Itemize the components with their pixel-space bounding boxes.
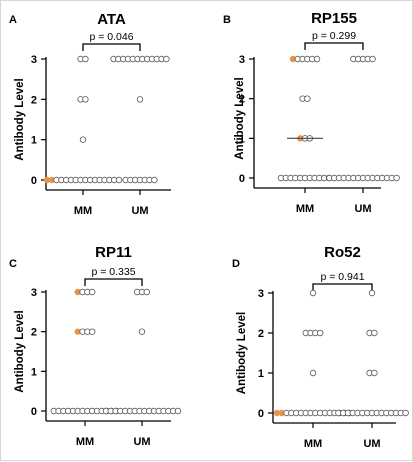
p-value-label: p = 0.299 xyxy=(312,30,356,42)
data-point xyxy=(143,288,150,296)
significance-bracket xyxy=(82,43,141,51)
chart-title: ATA xyxy=(97,11,126,28)
data-point xyxy=(138,328,146,335)
chart-title: Ro52 xyxy=(324,244,361,261)
data-point xyxy=(313,55,321,63)
panel-letter: D xyxy=(232,258,240,270)
data-point xyxy=(371,369,378,377)
data-point xyxy=(163,55,170,63)
y-axis-label: Antibody Level xyxy=(14,310,26,392)
y-tick-label: 1 xyxy=(31,366,37,378)
x-tick-label: UM xyxy=(363,438,380,450)
data-point xyxy=(304,95,311,102)
x-tick-label: MM xyxy=(296,203,314,215)
data-point xyxy=(309,289,317,297)
y-tick-label: 2 xyxy=(239,94,245,106)
x-tick-label: UM xyxy=(133,436,150,448)
panel-B: B RP155 Antibody Level 0 1 2 3 MM UM p = 0.299 xyxy=(223,10,400,215)
data-point xyxy=(369,55,376,63)
data-point xyxy=(115,176,123,184)
data-point xyxy=(402,409,409,417)
x-tick-label: UM xyxy=(354,203,371,215)
y-tick-label: 2 xyxy=(258,328,264,340)
data-point xyxy=(393,174,400,182)
data-point xyxy=(371,329,378,337)
y-axis-label: Antibody Level xyxy=(14,78,26,160)
y-tick-label: 1 xyxy=(239,133,245,145)
y-tick-label: 0 xyxy=(31,175,37,187)
x-tick-label: MM xyxy=(76,436,94,448)
data-point xyxy=(79,136,87,143)
y-axis-label: Antibody Level xyxy=(234,77,246,159)
y-axis-label: Antibody Level xyxy=(236,312,248,394)
y-tick-label: 3 xyxy=(258,288,264,300)
y-tick-label: 2 xyxy=(31,327,37,339)
data-point xyxy=(317,329,324,337)
x-tick-label: MM xyxy=(304,438,322,450)
p-value-label: p = 0.335 xyxy=(91,266,135,278)
p-value-label: p = 0.046 xyxy=(89,31,133,43)
p-value-label: p = 0.941 xyxy=(320,271,364,283)
panel-letter: B xyxy=(223,14,231,26)
data-point xyxy=(309,369,317,377)
chart-title: RP155 xyxy=(311,10,357,27)
data-point xyxy=(82,96,89,103)
significance-bracket xyxy=(304,42,364,50)
panel-letter: C xyxy=(9,258,17,270)
y-tick-label: 0 xyxy=(258,408,264,420)
significance-bracket xyxy=(312,283,373,291)
panel-C: C RP11 Antibody Level 0 1 2 3 MM UM p = 0.335 xyxy=(9,244,182,448)
y-tick-label: 1 xyxy=(31,135,37,147)
data-point xyxy=(136,96,144,103)
x-tick-label: UM xyxy=(131,205,148,217)
x-tick-label: MM xyxy=(74,205,92,217)
panel-A: A ATA Antibody Level 0 1 2 3 MM UM p = 0.046 xyxy=(9,11,171,217)
data-point xyxy=(151,176,158,184)
chart-title: RP11 xyxy=(95,244,132,261)
y-tick-label: 3 xyxy=(239,54,245,66)
y-tick-label: 2 xyxy=(31,94,37,106)
y-tick-label: 3 xyxy=(31,287,37,299)
significance-bracket xyxy=(84,278,143,286)
y-tick-label: 3 xyxy=(31,54,37,66)
y-tick-label: 0 xyxy=(239,173,245,185)
data-point xyxy=(82,55,89,63)
data-point xyxy=(368,289,376,297)
panel-letter: A xyxy=(9,14,17,26)
panel-D: D Ro52 Antibody Level 0 1 2 3 MM UM p = 0.941 xyxy=(232,244,409,450)
y-tick-label: 1 xyxy=(258,368,264,380)
y-tick-label: 0 xyxy=(31,406,37,418)
data-point xyxy=(174,407,182,415)
data-point xyxy=(88,288,96,296)
data-point xyxy=(88,328,96,335)
